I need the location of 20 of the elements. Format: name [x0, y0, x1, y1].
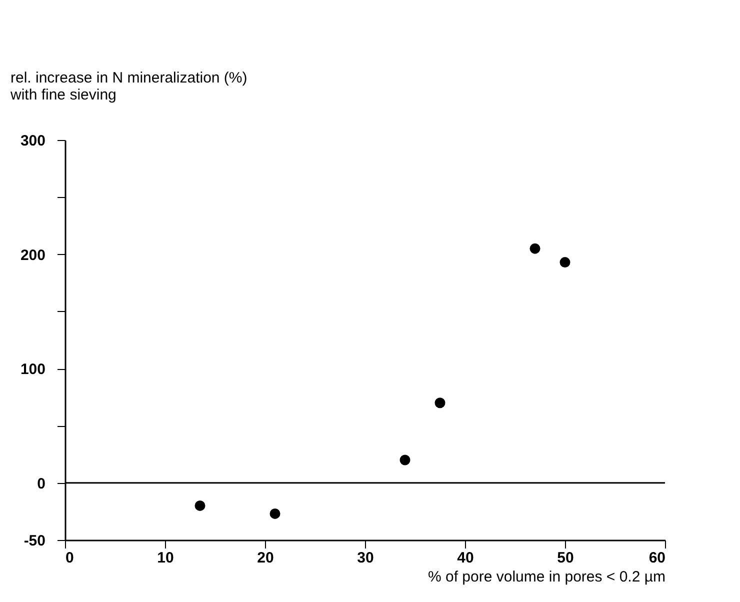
point — [434, 398, 446, 408]
y-tick-label: -50 — [24, 532, 46, 550]
x-tick-label: 50 — [557, 550, 574, 566]
point — [530, 243, 540, 254]
x-tick-label: 10 — [157, 550, 174, 566]
x-tick-label: 20 — [257, 550, 274, 566]
y-tick-label: 300 — [20, 132, 46, 150]
x-tick-label: 60 — [648, 550, 666, 566]
x-tick-label: 0 — [66, 550, 74, 566]
point — [270, 508, 280, 519]
point — [560, 257, 570, 268]
y-axis-title: rel. increase in N mineralization (%) with fine sieving — [10, 70, 248, 104]
y-tick-label: 100 — [20, 361, 46, 378]
y-tick-label: 200 — [20, 246, 46, 264]
x-tick-label: 30 — [357, 550, 374, 566]
point — [194, 500, 206, 511]
y-tick-label: 0 — [37, 475, 46, 492]
point — [400, 454, 410, 466]
x-tick-label: 40 — [457, 550, 474, 566]
x-axis-title: % of pore volume in pores < 0.2 µm — [428, 568, 666, 586]
